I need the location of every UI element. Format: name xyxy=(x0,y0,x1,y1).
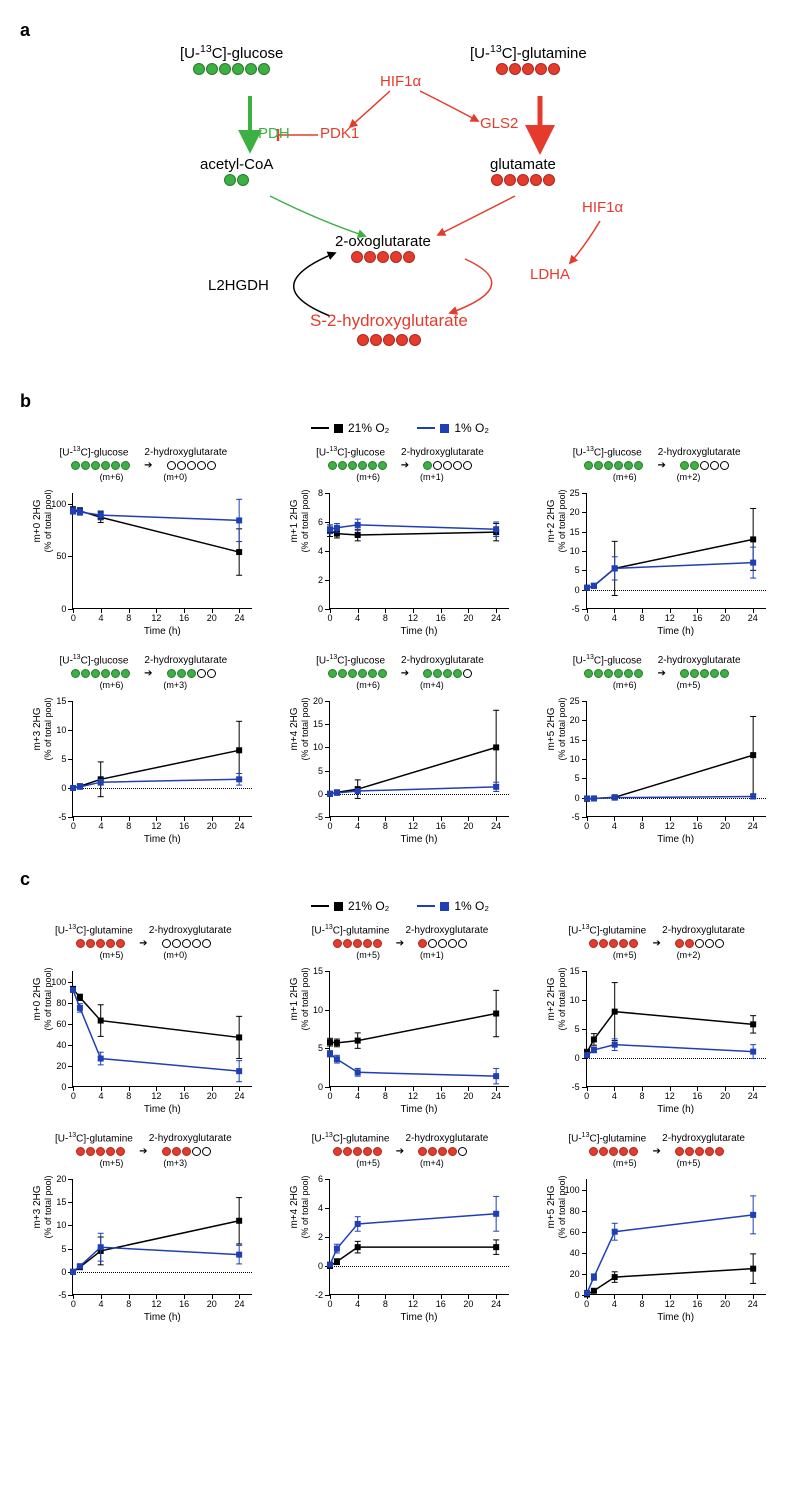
chart-m1: [U-13C]-glucose2-hydroxyglutarate➔(m+6)(… xyxy=(277,445,524,637)
panel-c-letter: c xyxy=(20,869,780,890)
node-pdh: PDH xyxy=(258,125,290,142)
s2hg-label: S-2-hydroxyglutarate xyxy=(310,311,468,330)
x-axis-label: Time (h) xyxy=(329,834,509,845)
node-acetylcoa: acetyl-CoA xyxy=(200,156,273,190)
chart-m1: [U-13C]-glutamine2-hydroxyglutarate➔(m+5… xyxy=(277,923,524,1115)
acetylcoa-label: acetyl-CoA xyxy=(200,156,273,173)
node-glutamine: [U-13C]-glutamine xyxy=(470,43,587,79)
panel-b: b 21% O₂1% O₂ [U-13C]-glucose2-hydroxygl… xyxy=(20,391,780,845)
mini-chart: 0246804812162024m+1 2HG(% of total pool)… xyxy=(285,487,515,637)
node-hif1a-left: HIF1α xyxy=(380,73,421,90)
node-hif1a-right: HIF1α xyxy=(582,199,623,216)
chart-header: [U-13C]-glucose2-hydroxyglutarate➔(m+6)(… xyxy=(277,445,524,484)
panel-c-grid: [U-13C]-glutamine2-hydroxyglutarate➔(m+5… xyxy=(20,923,780,1323)
chart-header: [U-13C]-glutamine2-hydroxyglutarate➔(m+5… xyxy=(533,1131,780,1170)
y-axis-label: m+5 2HG(% of total pool) xyxy=(546,1152,568,1262)
node-pdk1: PDK1 xyxy=(320,125,359,142)
chart-m5: [U-13C]-glutamine2-hydroxyglutarate➔(m+5… xyxy=(533,1131,780,1323)
acetylcoa-circles xyxy=(224,174,249,186)
legend-b: 21% O₂1% O₂ xyxy=(20,418,780,435)
y-axis-label: m+0 2HG(% of total pool) xyxy=(32,466,54,576)
x-axis-label: Time (h) xyxy=(586,626,766,637)
panel-a-letter: a xyxy=(20,20,780,41)
mini-chart: 05101504812162024m+1 2HG(% of total pool… xyxy=(285,965,515,1115)
node-ldha: LDHA xyxy=(530,266,570,283)
s2hg-circles xyxy=(357,334,421,346)
chart-m3: [U-13C]-glutamine2-hydroxyglutarate➔(m+5… xyxy=(20,1131,267,1323)
y-axis-label: m+2 2HG(% of total pool) xyxy=(546,466,568,576)
node-glutamate: glutamate xyxy=(490,156,556,190)
node-glucose: [U-13C]-glucose xyxy=(180,43,283,79)
mini-chart: 02040608010004812162024m+0 2HG(% of tota… xyxy=(28,965,258,1115)
chart-m2: [U-13C]-glutamine2-hydroxyglutarate➔(m+5… xyxy=(533,923,780,1115)
mini-chart: -505101504812162024m+2 2HG(% of total po… xyxy=(542,965,772,1115)
chart-header: [U-13C]-glucose2-hydroxyglutarate➔(m+6)(… xyxy=(20,653,267,692)
chart-header: [U-13C]-glucose2-hydroxyglutarate➔(m+6)(… xyxy=(533,653,780,692)
legend-c: 21% O₂1% O₂ xyxy=(20,896,780,913)
chart-header: [U-13C]-glucose2-hydroxyglutarate➔(m+6)(… xyxy=(277,653,524,692)
y-axis-label: m+1 2HG(% of total pool) xyxy=(289,466,311,576)
x-axis-label: Time (h) xyxy=(72,1104,252,1115)
node-l2hgdh: L2HGDH xyxy=(208,277,269,294)
mini-chart: 02040608010004812162024m+5 2HG(% of tota… xyxy=(542,1173,772,1323)
x-axis-label: Time (h) xyxy=(329,626,509,637)
panel-b-letter: b xyxy=(20,391,780,412)
mini-chart: -50510152004812162024m+3 2HG(% of total … xyxy=(28,1173,258,1323)
chart-m5: [U-13C]-glucose2-hydroxyglutarate➔(m+6)(… xyxy=(533,653,780,845)
mini-chart: -50510152004812162024m+4 2HG(% of total … xyxy=(285,695,515,845)
chart-m3: [U-13C]-glucose2-hydroxyglutarate➔(m+6)(… xyxy=(20,653,267,845)
x-axis-label: Time (h) xyxy=(329,1104,509,1115)
oxoglutarate-circles xyxy=(351,251,415,263)
x-axis-label: Time (h) xyxy=(72,1312,252,1323)
y-axis-label: m+4 2HG(% of total pool) xyxy=(289,1152,311,1262)
mini-chart: -5051015202504812162024m+5 2HG(% of tota… xyxy=(542,695,772,845)
y-axis-label: m+1 2HG(% of total pool) xyxy=(289,944,311,1054)
y-axis-label: m+5 2HG(% of total pool) xyxy=(546,674,568,784)
panel-b-grid: [U-13C]-glucose2-hydroxyglutarate➔(m+6)(… xyxy=(20,445,780,845)
chart-m0: [U-13C]-glucose2-hydroxyglutarate➔(m+6)(… xyxy=(20,445,267,637)
y-axis-label: m+0 2HG(% of total pool) xyxy=(32,944,54,1054)
y-axis-label: m+3 2HG(% of total pool) xyxy=(32,1152,54,1262)
node-s2hg: S-2-hydroxyglutarate xyxy=(310,311,468,351)
x-axis-label: Time (h) xyxy=(72,626,252,637)
chart-m0: [U-13C]-glutamine2-hydroxyglutarate➔(m+5… xyxy=(20,923,267,1115)
pathway-diagram: [U-13C]-glucose [U-13C]-glutamine HIF1α … xyxy=(120,41,680,361)
glutamate-circles xyxy=(491,174,555,186)
x-axis-label: Time (h) xyxy=(586,834,766,845)
mini-chart: -5051015202504812162024m+2 2HG(% of tota… xyxy=(542,487,772,637)
chart-header: [U-13C]-glutamine2-hydroxyglutarate➔(m+5… xyxy=(277,923,524,962)
chart-header: [U-13C]-glutamine2-hydroxyglutarate➔(m+5… xyxy=(277,1131,524,1170)
oxoglutarate-label: 2-oxoglutarate xyxy=(335,233,431,250)
chart-header: [U-13C]-glutamine2-hydroxyglutarate➔(m+5… xyxy=(533,923,780,962)
x-axis-label: Time (h) xyxy=(586,1312,766,1323)
y-axis-label: m+4 2HG(% of total pool) xyxy=(289,674,311,784)
glucose-circles xyxy=(193,63,270,75)
panel-a: a xyxy=(20,20,780,361)
mini-chart: 05010004812162024m+0 2HG(% of total pool… xyxy=(28,487,258,637)
panel-c: c 21% O₂1% O₂ [U-13C]-glutamine2-hydroxy… xyxy=(20,869,780,1323)
x-axis-label: Time (h) xyxy=(586,1104,766,1115)
glutamate-label: glutamate xyxy=(490,156,556,173)
x-axis-label: Time (h) xyxy=(329,1312,509,1323)
chart-m4: [U-13C]-glutamine2-hydroxyglutarate➔(m+5… xyxy=(277,1131,524,1323)
y-axis-label: m+3 2HG(% of total pool) xyxy=(32,674,54,784)
x-axis-label: Time (h) xyxy=(72,834,252,845)
mini-chart: -2024604812162024m+4 2HG(% of total pool… xyxy=(285,1173,515,1323)
glutamine-circles xyxy=(496,63,560,75)
mini-chart: -505101504812162024m+3 2HG(% of total po… xyxy=(28,695,258,845)
glucose-label: [U-13C]-glucose xyxy=(180,45,283,62)
chart-header: [U-13C]-glucose2-hydroxyglutarate➔(m+6)(… xyxy=(533,445,780,484)
chart-header: [U-13C]-glucose2-hydroxyglutarate➔(m+6)(… xyxy=(20,445,267,484)
chart-m2: [U-13C]-glucose2-hydroxyglutarate➔(m+6)(… xyxy=(533,445,780,637)
chart-m4: [U-13C]-glucose2-hydroxyglutarate➔(m+6)(… xyxy=(277,653,524,845)
chart-header: [U-13C]-glutamine2-hydroxyglutarate➔(m+5… xyxy=(20,923,267,962)
node-gls2: GLS2 xyxy=(480,115,518,132)
node-2og: 2-oxoglutarate xyxy=(335,233,431,267)
chart-header: [U-13C]-glutamine2-hydroxyglutarate➔(m+5… xyxy=(20,1131,267,1170)
y-axis-label: m+2 2HG(% of total pool) xyxy=(546,944,568,1054)
glutamine-label: [U-13C]-glutamine xyxy=(470,45,587,62)
